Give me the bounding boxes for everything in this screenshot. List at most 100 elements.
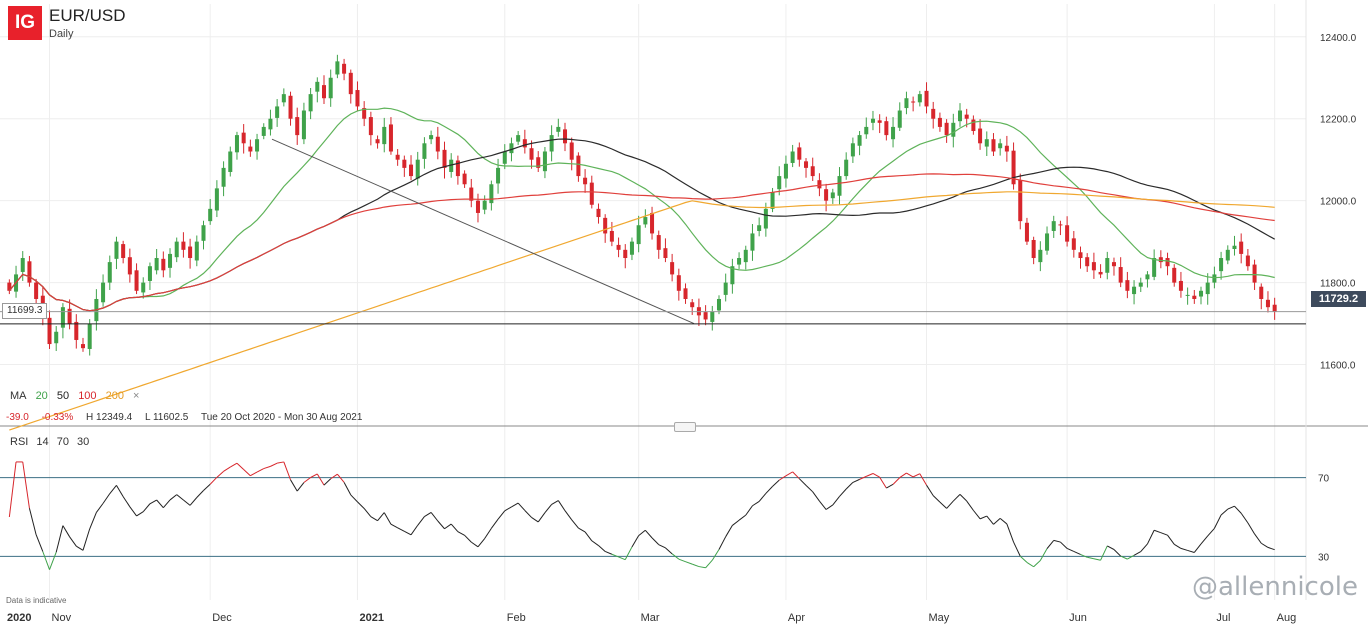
candle-body (375, 139, 380, 144)
rsi-segment (76, 545, 84, 551)
rsi-segment (383, 512, 392, 525)
candle-body (944, 122, 949, 136)
x-tick-label: Jul (1216, 612, 1230, 624)
candle-body (482, 200, 487, 210)
candle-body (857, 135, 862, 146)
rsi-segment (912, 473, 921, 478)
ma100-label[interactable]: 100 (78, 390, 97, 402)
rsi-segment (544, 504, 553, 513)
instrument-symbol[interactable]: EUR/USD (49, 6, 126, 25)
y-tick-label: 11800.0 (1320, 279, 1356, 290)
rsi-legend[interactable]: RSI 14 70 30 (10, 436, 94, 448)
y-tick-label: 12000.0 (1320, 197, 1357, 208)
rsi-segment (323, 478, 332, 486)
rsi-segment (1153, 529, 1162, 534)
rsi-segment (417, 516, 425, 526)
rsi-segment (330, 473, 338, 480)
change-percent: -0.33% (41, 412, 74, 423)
rsi-segment (1207, 528, 1215, 537)
candle-body (690, 302, 695, 308)
rsi-segment (203, 483, 211, 491)
rsi-segment (457, 531, 465, 536)
pane-resize-handle[interactable] (674, 422, 696, 432)
candle-body (556, 126, 561, 132)
rsi-segment (216, 470, 224, 478)
candle-body (763, 208, 768, 229)
rsi-segment (886, 483, 894, 489)
rsi-segment (1039, 548, 1048, 561)
rsi-segment (8, 461, 17, 518)
candle-body (308, 94, 313, 112)
ma20-label[interactable]: 20 (35, 390, 48, 402)
rsi-segment (1213, 514, 1222, 529)
candle-body (616, 244, 621, 250)
candle-body (335, 61, 340, 75)
chart-interval[interactable]: Daily (49, 28, 74, 40)
rsi-segment (42, 551, 50, 570)
rsi-segment (638, 529, 646, 536)
rsi-segment (149, 499, 157, 505)
rsi-segment (89, 512, 97, 530)
candle-body (87, 323, 92, 349)
candle-body (877, 120, 882, 123)
rsi-segment (183, 499, 191, 506)
rsi-segment (685, 561, 693, 565)
change-value: -39.0 (6, 412, 29, 423)
candle-body (629, 241, 634, 255)
rsi-segment (665, 547, 673, 555)
candle-body (844, 159, 849, 177)
candle-body (864, 126, 869, 135)
candle-body (281, 94, 286, 103)
rsi-segment (350, 494, 358, 503)
rsi-segment (303, 477, 311, 483)
candle-body (80, 344, 85, 349)
candle-body (964, 114, 969, 119)
rsi-upper: 70 (56, 436, 69, 448)
candle-body (121, 244, 126, 259)
candle-body (703, 312, 708, 320)
rsi-segment (250, 471, 258, 477)
candle-body (730, 266, 735, 285)
candle-body (971, 119, 976, 132)
candle-body (757, 225, 762, 231)
rsi-period: 14 (36, 436, 49, 448)
horizontal-line-label[interactable]: 11699.3 (2, 303, 48, 319)
ma-close-icon[interactable]: × (133, 390, 140, 402)
candle-body (636, 225, 641, 245)
ma100-line (8, 173, 1275, 312)
candle-body (529, 148, 534, 160)
ma50-label[interactable]: 50 (56, 390, 70, 402)
candle-body (737, 258, 742, 265)
candle-body (924, 90, 929, 107)
rsi-segment (986, 515, 994, 525)
rsi-segment (1254, 533, 1262, 544)
candle-body (1071, 238, 1076, 250)
rsi-segment (906, 472, 914, 478)
ma200-label[interactable]: 200 (105, 390, 124, 402)
rsi-segment (1140, 543, 1148, 552)
candle-body (348, 72, 353, 95)
candle-body (911, 101, 916, 103)
rsi-segment (162, 499, 171, 508)
candle-body (342, 63, 347, 74)
candle-body (603, 217, 608, 234)
rsi-segment (35, 534, 44, 552)
rsi-segment (812, 491, 820, 502)
candle-body (951, 122, 956, 137)
rsi-segment (176, 494, 184, 501)
rsi-segment (95, 503, 104, 513)
rsi-segment (1107, 545, 1115, 550)
x-tick-label: Jun (1069, 612, 1087, 624)
rsi-segment (805, 484, 814, 493)
candle-body (569, 142, 574, 160)
rsi-segment (1267, 546, 1275, 551)
candle-body (1105, 258, 1110, 273)
candle-body (804, 161, 809, 168)
candle-body (382, 126, 387, 145)
rsi-segment (1013, 541, 1021, 557)
candle-body (884, 121, 889, 136)
rsi-segment (1033, 560, 1041, 568)
rsi-segment (859, 475, 867, 480)
rsi-segment (1100, 545, 1108, 561)
